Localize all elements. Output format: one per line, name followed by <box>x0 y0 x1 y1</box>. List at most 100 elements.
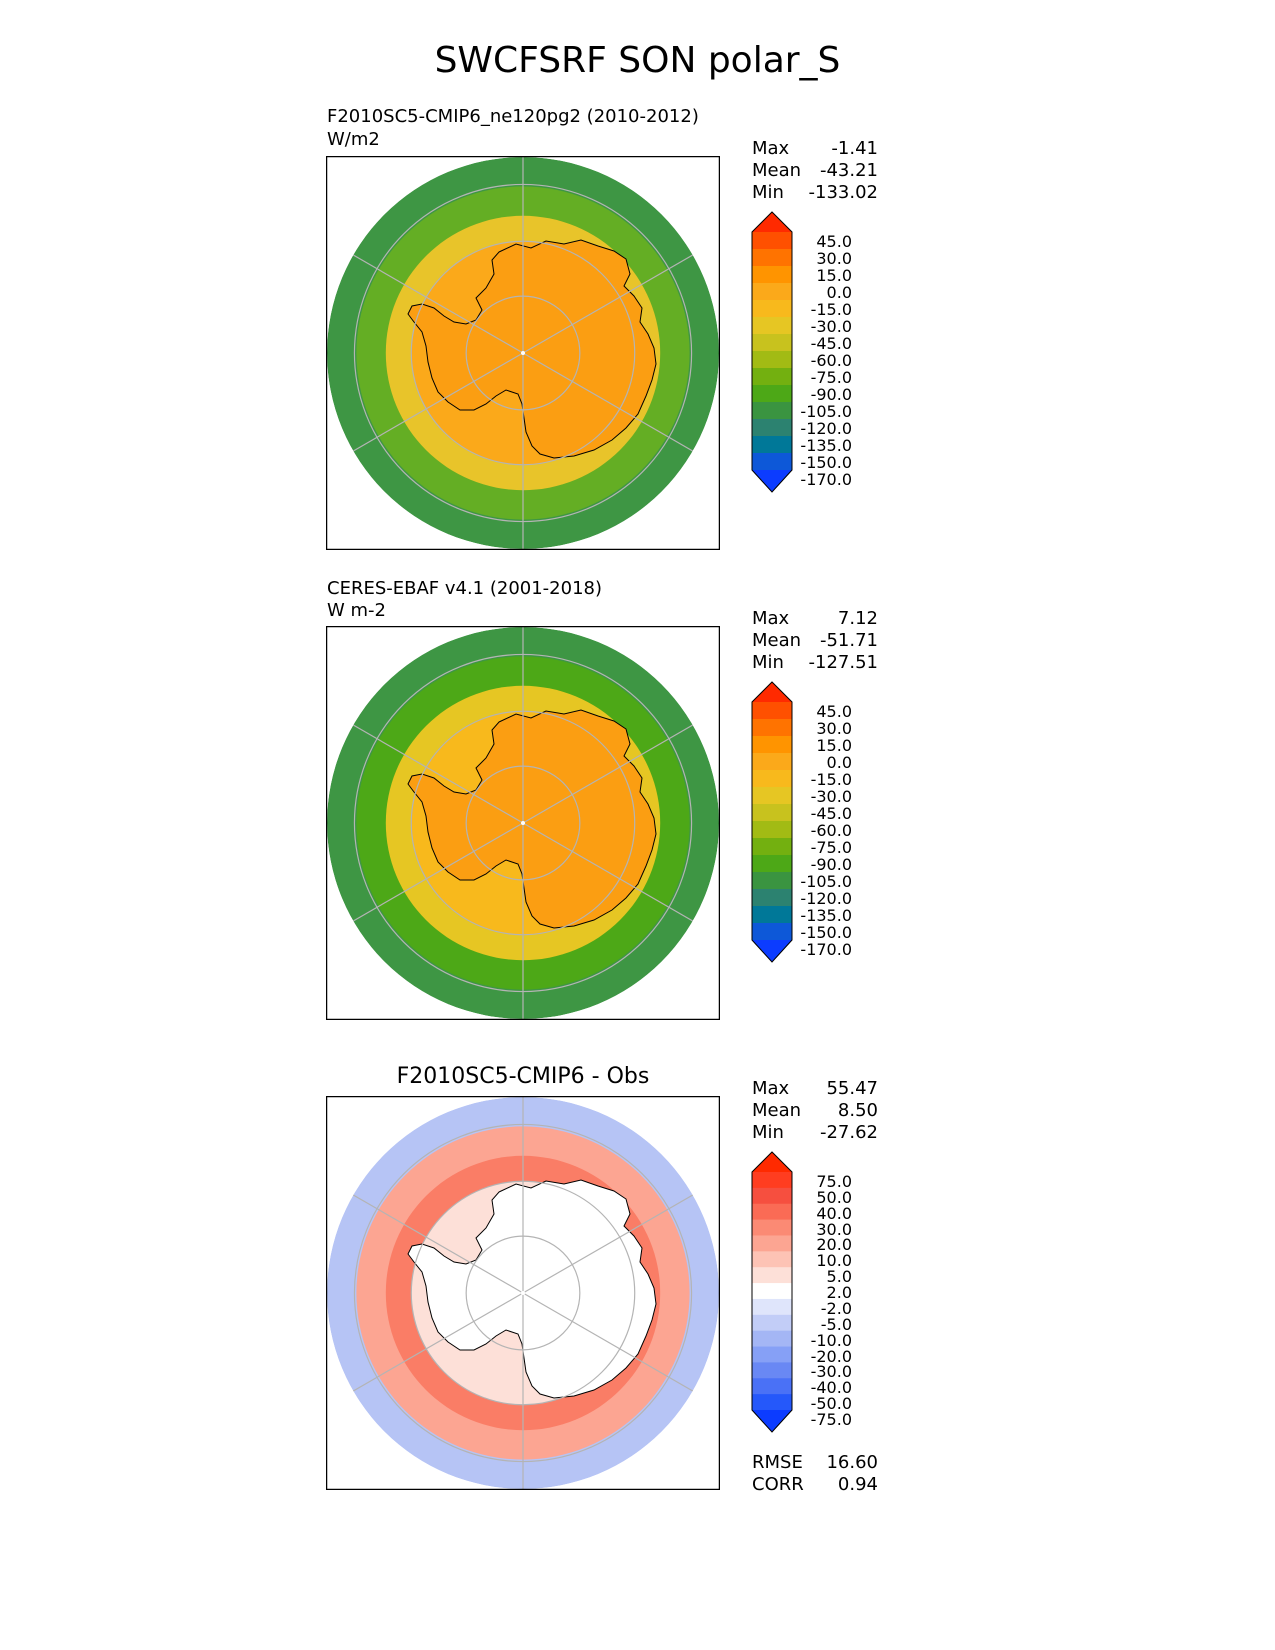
colorbar-top-arrow <box>752 212 792 232</box>
colorbar-tick-label: 45.0 <box>816 702 852 721</box>
colorbar-segment <box>752 1203 792 1221</box>
colorbar-tick-label: -10.0 <box>810 1330 852 1350</box>
colorbar-segment <box>752 702 792 720</box>
colorbar-outline <box>751 1151 793 1433</box>
panel3-stats: Max 55.47 Mean 8.50 Min -27.62 <box>752 1078 878 1144</box>
meridian-line <box>327 1292 524 1444</box>
colorbar-segment <box>752 787 792 805</box>
colorbar-segment <box>752 1172 792 1189</box>
panel2-units: W m-2 <box>327 600 387 621</box>
stat-min: Min -133.02 <box>752 182 878 203</box>
colorbar-tick-label: 15.0 <box>816 736 852 755</box>
panel2-stats: Max 7.12 Mean -51.71 Min -127.51 <box>752 608 878 674</box>
meridian-line <box>327 202 524 354</box>
colorbar-segment <box>752 1219 792 1236</box>
colorbar-tick-label: 45.0 <box>816 232 852 251</box>
panel1-map <box>326 156 720 550</box>
pole-marker <box>521 1291 525 1295</box>
map-frame <box>326 1096 720 1490</box>
colorbar-bottom-arrow <box>752 940 792 962</box>
colorbar-segment <box>752 804 792 822</box>
colorbar-segment <box>752 753 792 771</box>
colorbar-tick-label: -30.0 <box>810 1362 852 1382</box>
meridian-line <box>327 822 524 974</box>
colorbar-segment <box>752 889 792 907</box>
colorbar-segment <box>752 1362 792 1379</box>
colorbar-tick-label: -170.0 <box>800 470 852 489</box>
stat-min: Min -27.62 <box>752 1122 878 1143</box>
colorbar-segment <box>752 719 792 737</box>
panel1-units: W/m2 <box>327 129 380 150</box>
figure-title: SWCFSRF SON polar_S <box>434 40 841 81</box>
colorbar-segment <box>752 1378 792 1395</box>
colorbar-tick-label: -45.0 <box>810 334 852 353</box>
colorbar-segment <box>752 300 792 318</box>
colorbar-segment <box>752 1314 792 1332</box>
map-frame <box>326 156 720 550</box>
colorbar-tick-label: -30.0 <box>810 787 852 806</box>
panel2-map <box>326 626 720 1020</box>
colorbar-segment <box>752 436 792 454</box>
colorbar-segment <box>752 249 792 267</box>
colorbar-tick-label: 50.0 <box>816 1187 852 1207</box>
colorbar-tick-label: -105.0 <box>800 402 852 421</box>
colorbar-segment <box>752 770 792 788</box>
colorbar-segment <box>752 232 792 250</box>
colorbar-tick-label: -150.0 <box>800 923 852 942</box>
antarctica-coastline <box>407 709 657 929</box>
colorbar-segment <box>752 1330 792 1348</box>
colorbar-top-arrow <box>752 682 792 702</box>
panel1-stats: Max -1.41 Mean -43.21 Min -133.02 <box>752 138 878 204</box>
colorbar-segment <box>752 1187 792 1205</box>
colorbar-tick-label: -170.0 <box>800 940 852 959</box>
colorbar-tick-label: 30.0 <box>816 1219 852 1239</box>
panel3-map <box>326 1096 720 1490</box>
stat-mean: Mean -51.71 <box>752 630 878 651</box>
meridian-line <box>522 672 719 824</box>
colorbar-tick-label: 30.0 <box>816 249 852 268</box>
colorbar-tick-label: -5.0 <box>820 1314 852 1334</box>
stat-mean: Mean 8.50 <box>752 1100 878 1121</box>
colorbar-tick-label: 15.0 <box>816 266 852 285</box>
panel2-colorbar <box>750 680 794 970</box>
stat-rmse: RMSE 16.60 <box>752 1452 878 1473</box>
colorbar-segment <box>752 1298 792 1316</box>
stat-max: Max 7.12 <box>752 608 878 629</box>
colorbar-tick-label: 10.0 <box>816 1251 852 1271</box>
colorbar-tick-label: 0.0 <box>826 283 852 302</box>
stat-min: Min -127.51 <box>752 652 878 673</box>
colorbar-tick-label: -75.0 <box>810 368 852 387</box>
colorbar-tick-label: 75.0 <box>816 1172 852 1191</box>
colorbar-tick-label: -40.0 <box>810 1378 852 1398</box>
panel3-title: F2010SC5-CMIP6 - Obs <box>396 1064 650 1089</box>
colorbar-segment <box>752 453 792 471</box>
colorbar-tick-label: -45.0 <box>810 804 852 823</box>
colorbar-segment <box>752 283 792 301</box>
colorbar-segment <box>752 266 792 284</box>
colorbar-segment <box>752 906 792 924</box>
meridian-line <box>522 822 719 974</box>
meridian-line <box>327 1142 524 1294</box>
colorbar-segment <box>752 821 792 839</box>
colorbar-tick-label: -2.0 <box>820 1298 852 1318</box>
colorbar-segment <box>752 838 792 856</box>
colorbar-tick-label: 40.0 <box>816 1203 852 1223</box>
colorbar-tick-label: -90.0 <box>810 855 852 874</box>
colorbar-segment <box>752 1251 792 1268</box>
colorbar-tick-label: -75.0 <box>810 1410 852 1429</box>
colorbar-tick-label: -50.0 <box>810 1394 852 1414</box>
pole-marker <box>521 821 525 825</box>
colorbar-segment <box>752 1394 792 1411</box>
colorbar-tick-label: -60.0 <box>810 351 852 370</box>
antarctica-coastline <box>407 1179 657 1399</box>
colorbar-segment <box>752 855 792 873</box>
colorbar-segment <box>752 1283 792 1300</box>
colorbar-tick-label: -90.0 <box>810 385 852 404</box>
colorbar-tick-label: 30.0 <box>816 719 852 738</box>
panel3-colorbar <box>750 1150 794 1440</box>
panel1-colorbar <box>750 210 794 500</box>
pole-marker <box>521 351 525 355</box>
colorbar-tick-label: -20.0 <box>810 1346 852 1366</box>
meridian-line <box>522 202 719 354</box>
panel1-title: F2010SC5-CMIP6_ne120pg2 (2010-2012) <box>327 106 699 127</box>
